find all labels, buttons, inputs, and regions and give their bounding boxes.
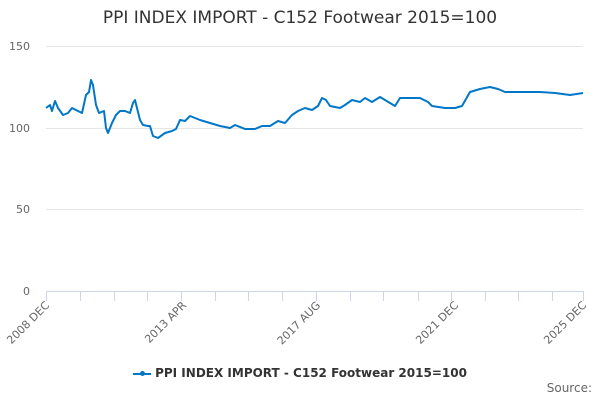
legend-label: PPI INDEX IMPORT - C152 Footwear 2015=10… xyxy=(155,366,467,380)
x-axis: 2008 DEC 2013 APR 2017 AUG 2021 DEC 2025… xyxy=(4,291,589,347)
y-tick-100: 100 xyxy=(9,122,30,135)
legend[interactable]: PPI INDEX IMPORT - C152 Footwear 2015=10… xyxy=(0,366,600,380)
source-label: Source: xyxy=(546,381,592,395)
x-tick-0: 2008 DEC xyxy=(4,299,52,347)
data-series xyxy=(45,79,584,139)
y-axis-labels: 150 100 50 0 xyxy=(9,40,30,298)
y-tick-150: 150 xyxy=(9,40,30,53)
x-tick-2: 2017 AUG xyxy=(275,299,324,348)
x-tick-4: 2025 DEC xyxy=(541,299,589,347)
x-tick-1: 2013 APR xyxy=(142,299,189,346)
x-tick-3: 2021 DEC xyxy=(413,299,461,347)
gridlines xyxy=(46,46,583,210)
chart-title: PPI INDEX IMPORT - C152 Footwear 2015=10… xyxy=(102,8,498,28)
y-tick-0: 0 xyxy=(23,285,30,298)
series-line xyxy=(45,79,584,139)
y-tick-50: 50 xyxy=(16,203,30,216)
legend-line-marker-icon xyxy=(133,370,152,376)
